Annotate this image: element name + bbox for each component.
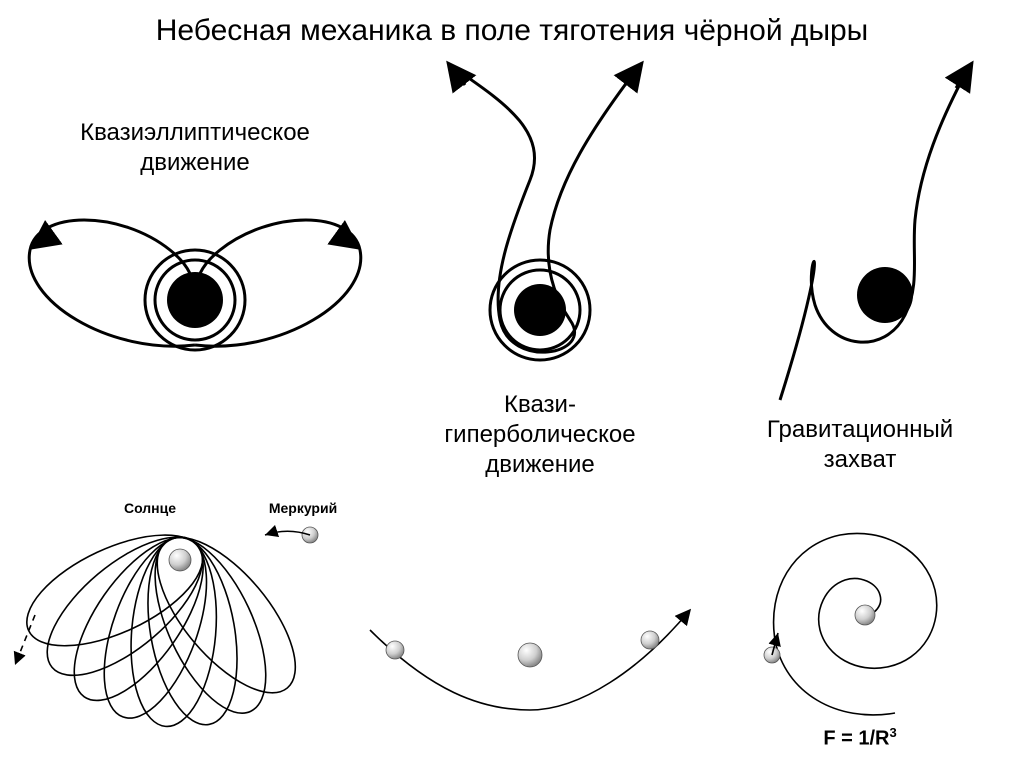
force-formula-exp: 3 [889, 725, 896, 740]
small-hyperbola-diagram [360, 560, 700, 730]
page-title: Небесная механика в поле тяготения чёрно… [0, 14, 1024, 48]
quasi-elliptic-label-line1: Квазиэллиптическое [80, 119, 310, 146]
quasi-hyperbolic-label-line2: гиперболическое [444, 421, 635, 448]
body-icon [518, 643, 542, 667]
sun-icon [169, 549, 191, 571]
force-formula-base: F = 1/R [823, 728, 889, 750]
quasi-elliptic-diagram [20, 180, 380, 400]
force-formula: F = 1/R3 [770, 725, 950, 752]
quasi-hyperbolic-label: Квази- гиперболическое движение [390, 390, 690, 480]
grav-capture-diagram [720, 60, 1000, 420]
quasi-hyperbolic-label-line3: движение [485, 451, 595, 478]
quasi-hyperbolic-diagram [400, 60, 680, 380]
body-icon [641, 631, 659, 649]
quasi-elliptic-label-line2: движение [140, 149, 250, 176]
black-hole-icon [514, 284, 566, 336]
quasi-elliptic-label: Квазиэллиптическое движение [40, 118, 350, 178]
quasi-hyperbolic-label-line1: Квази- [504, 391, 576, 418]
mercury-precession-diagram [10, 500, 370, 760]
center-body-icon [855, 605, 875, 625]
grav-capture-label-line1: Гравитационный [767, 416, 953, 443]
infalling-body-icon [764, 647, 780, 663]
grav-capture-label-line2: захват [824, 446, 897, 473]
grav-capture-label: Гравитационный захват [720, 415, 1000, 475]
body-icon [386, 641, 404, 659]
small-spiral-diagram [740, 500, 980, 730]
